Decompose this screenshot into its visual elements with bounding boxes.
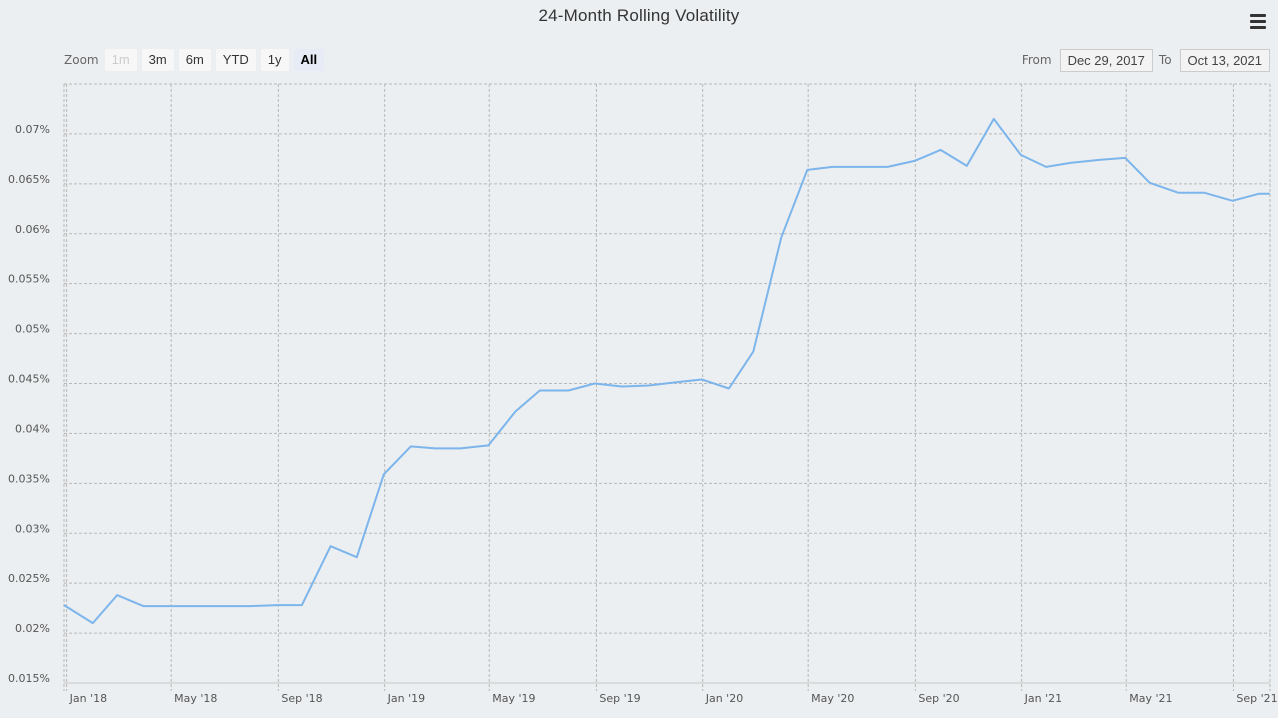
series-line — [63, 117, 1270, 625]
y-tick-label: 0.045% — [8, 373, 50, 386]
chart-title: 24-Month Rolling Volatility — [538, 6, 740, 25]
zoom-ytd-button[interactable]: YTD — [215, 49, 256, 71]
x-tick-label: May '19 — [492, 692, 535, 705]
x-tick-label: May '20 — [811, 692, 854, 705]
x-tick-label: Jan '19 — [387, 692, 425, 705]
x-tick-label: Sep '19 — [599, 692, 640, 705]
x-tick-label: Sep '20 — [918, 692, 959, 705]
zoom-1y-button[interactable]: 1y — [260, 49, 289, 71]
zoom-3m-button[interactable]: 3m — [141, 49, 174, 71]
y-tick-label: 0.07% — [15, 123, 50, 136]
zoom-controls: Zoom 1m 3m 6m YTD 1y All — [64, 48, 329, 72]
y-tick-label: 0.05% — [15, 323, 50, 336]
from-date-input[interactable]: Dec 29, 2017 — [1059, 48, 1153, 72]
x-tick-label: Jan '21 — [1024, 692, 1062, 705]
to-date-input[interactable]: Oct 13, 2021 — [1179, 48, 1270, 72]
y-tick-label: 0.015% — [8, 672, 50, 685]
x-tick-label: Sep '18 — [281, 692, 322, 705]
y-tick-label: 0.03% — [15, 522, 50, 535]
y-tick-label: 0.065% — [8, 173, 50, 186]
y-tick-label: 0.06% — [15, 223, 50, 236]
x-tick-label: Sep '21 — [1236, 692, 1277, 705]
x-tick-label: May '18 — [174, 692, 217, 705]
zoom-label: Zoom — [64, 53, 99, 67]
x-tick-label: May '21 — [1129, 692, 1172, 705]
hamburger-menu-icon[interactable] — [1244, 8, 1272, 34]
x-tick-label: Jan '18 — [69, 692, 107, 705]
y-tick-label: 0.04% — [15, 422, 50, 435]
zoom-1m-button[interactable]: 1m — [104, 49, 137, 71]
zoom-all-button[interactable]: All — [293, 49, 325, 71]
date-range-selector: From Dec 29, 2017 To Oct 13, 2021 — [1016, 48, 1270, 72]
y-tick-label: 0.035% — [8, 472, 50, 485]
x-tick-label: Jan '20 — [705, 692, 743, 705]
y-tick-label: 0.055% — [8, 273, 50, 286]
y-tick-label: 0.025% — [8, 572, 50, 585]
from-label: From — [1021, 53, 1052, 67]
zoom-6m-button[interactable]: 6m — [178, 49, 211, 71]
to-label: To — [1158, 53, 1172, 67]
y-tick-label: 0.02% — [15, 622, 50, 635]
